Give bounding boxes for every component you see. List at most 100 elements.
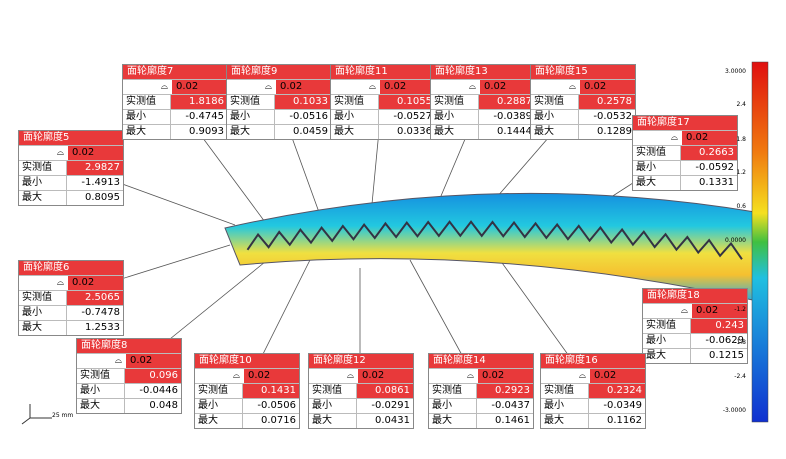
value-row: 实测值 0.1033: [227, 94, 331, 109]
callout-title: 面轮廓度14: [429, 354, 533, 368]
callout-title: 面轮廓度12: [309, 354, 413, 368]
value-row: 实测值 0.2887: [431, 94, 535, 109]
row-value: 0.1444: [478, 125, 535, 139]
row-label: 最大: [334, 126, 354, 137]
row-value: -0.4745: [170, 110, 227, 124]
value-row: 最小 -0.4745: [123, 109, 227, 124]
row-value: 0.0336: [378, 125, 435, 139]
value-row: 最小 -0.0349: [541, 398, 645, 413]
color-scale-label: -1.2: [734, 306, 746, 313]
row-label: 最小: [646, 335, 666, 346]
row-label: 实测值: [198, 385, 228, 396]
value-row: 最大 1.2533: [19, 320, 123, 335]
callout-title: 面轮廓度6: [19, 261, 123, 275]
row-value: 0.1289: [578, 125, 635, 139]
row-value: 0.2324: [588, 384, 645, 398]
value-row: 最小 -1.4913: [19, 175, 123, 190]
color-scale-label: 1.2: [736, 169, 746, 176]
profile-symbol: ⌓: [466, 371, 474, 381]
callout: 面轮廓度14 ⌓ 0.02 实测值 0.2923 最小 -0.0437 最大 0.1461: [428, 353, 534, 429]
row-label: 最大: [230, 126, 250, 137]
value-row: 最小 -0.0437: [429, 398, 533, 413]
callout: 面轮廓度13 ⌓ 0.02 实测值 0.2887 最小 -0.0389 最大 0.1444: [430, 64, 536, 140]
value-row: 实测值 2.5065: [19, 290, 123, 305]
row-label: 实测值: [22, 292, 52, 303]
tolerance: 0.02: [682, 131, 737, 145]
row-value: 2.9827: [66, 161, 123, 175]
row-label: 最大: [312, 415, 332, 426]
tolerance-row: ⌓ 0.02: [429, 368, 533, 383]
tolerance-row: ⌓ 0.02: [19, 275, 123, 290]
value-row: 最大 0.0431: [309, 413, 413, 428]
callout-title: 面轮廓度16: [541, 354, 645, 368]
tolerance: 0.02: [68, 276, 123, 290]
profile-symbol: ⌓: [160, 82, 168, 92]
callout: 面轮廓度18 ⌓ 0.02 实测值 0.243 最小 -0.0629 最大 0.1215: [642, 288, 748, 364]
callout-title: 面轮廓度11: [331, 65, 435, 79]
scale-bar-label: 25 mm: [52, 412, 74, 419]
row-value: 0.2663: [680, 146, 737, 160]
row-label: 最小: [334, 111, 354, 122]
callout: 面轮廓度9 ⌓ 0.02 实测值 0.1033 最小 -0.0516 最大 0.0459: [226, 64, 332, 140]
callout: 面轮廓度7 ⌓ 0.02 实测值 1.8186 最小 -0.4745 最大 0.9093: [122, 64, 228, 140]
row-value: 2.5065: [66, 291, 123, 305]
row-label: 最小: [636, 162, 656, 173]
row-value: 0.1431: [242, 384, 299, 398]
row-value: -1.4913: [66, 176, 123, 190]
row-value: -0.0506: [242, 399, 299, 413]
profile-symbol: ⌓: [680, 306, 688, 316]
tolerance: 0.02: [480, 80, 535, 94]
profile-symbol: ⌓: [578, 371, 586, 381]
row-label: 实测值: [534, 96, 564, 107]
row-label: 实测值: [334, 96, 364, 107]
row-label: 最小: [544, 400, 564, 411]
row-label: 最小: [434, 111, 454, 122]
row-value: 0.8095: [66, 191, 123, 205]
row-value: 0.1215: [690, 349, 747, 363]
row-label: 最大: [636, 177, 656, 188]
row-label: 实测值: [646, 320, 676, 331]
row-label: 最大: [432, 415, 452, 426]
callout: 面轮廓度8 ⌓ 0.02 实测值 0.096 最小 -0.0446 最大 0.048: [76, 338, 182, 414]
callout-title: 面轮廓度9: [227, 65, 331, 79]
value-row: 最小 -0.0506: [195, 398, 299, 413]
value-row: 实测值 0.1431: [195, 383, 299, 398]
value-row: 最小 -0.0516: [227, 109, 331, 124]
color-scale-label: 2.4: [736, 101, 746, 108]
tolerance-row: ⌓ 0.02: [541, 368, 645, 383]
value-row: 最小 -0.0389: [431, 109, 535, 124]
callout: 面轮廓度16 ⌓ 0.02 实测值 0.2324 最小 -0.0349 最大 0.1162: [540, 353, 646, 429]
row-value: 0.2578: [578, 95, 635, 109]
callout: 面轮廓度5 ⌓ 0.02 实测值 2.9827 最小 -1.4913 最大 0.8095: [18, 130, 124, 206]
row-label: 最小: [432, 400, 452, 411]
callout-title: 面轮廓度18: [643, 289, 747, 303]
value-row: 实测值 0.2663: [633, 145, 737, 160]
profile-symbol: ⌓: [670, 133, 678, 143]
callout-title: 面轮廓度17: [633, 116, 737, 130]
row-value: 1.8186: [170, 95, 227, 109]
profile-symbol: ⌓: [568, 82, 576, 92]
row-label: 实测值: [230, 96, 260, 107]
axis-icon: [21, 404, 52, 425]
row-label: 最小: [312, 400, 332, 411]
callout: 面轮廓度10 ⌓ 0.02 实测值 0.1431 最小 -0.0506 最大 0.0716: [194, 353, 300, 429]
profile-symbol: ⌓: [368, 82, 376, 92]
value-row: 最大 0.9093: [123, 124, 227, 139]
tolerance-row: ⌓ 0.02: [227, 79, 331, 94]
row-label: 最小: [22, 307, 42, 318]
callout: 面轮廓度15 ⌓ 0.02 实测值 0.2578 最小 -0.0532 最大 0.1289: [530, 64, 636, 140]
value-row: 最大 0.048: [77, 398, 181, 413]
row-label: 最小: [126, 111, 146, 122]
callout-title: 面轮廓度15: [531, 65, 635, 79]
value-row: 最大 0.0459: [227, 124, 331, 139]
value-row: 最大 0.0336: [331, 124, 435, 139]
value-row: 实测值 0.0861: [309, 383, 413, 398]
color-scale-label: -3.0000: [722, 407, 746, 414]
tolerance-row: ⌓ 0.02: [633, 130, 737, 145]
row-value: 0.9093: [170, 125, 227, 139]
gear-teeth: [246, 220, 743, 260]
color-scale-label: -1.8: [734, 339, 746, 346]
row-value: 1.2533: [66, 321, 123, 335]
value-row: 实测值 0.1055: [331, 94, 435, 109]
